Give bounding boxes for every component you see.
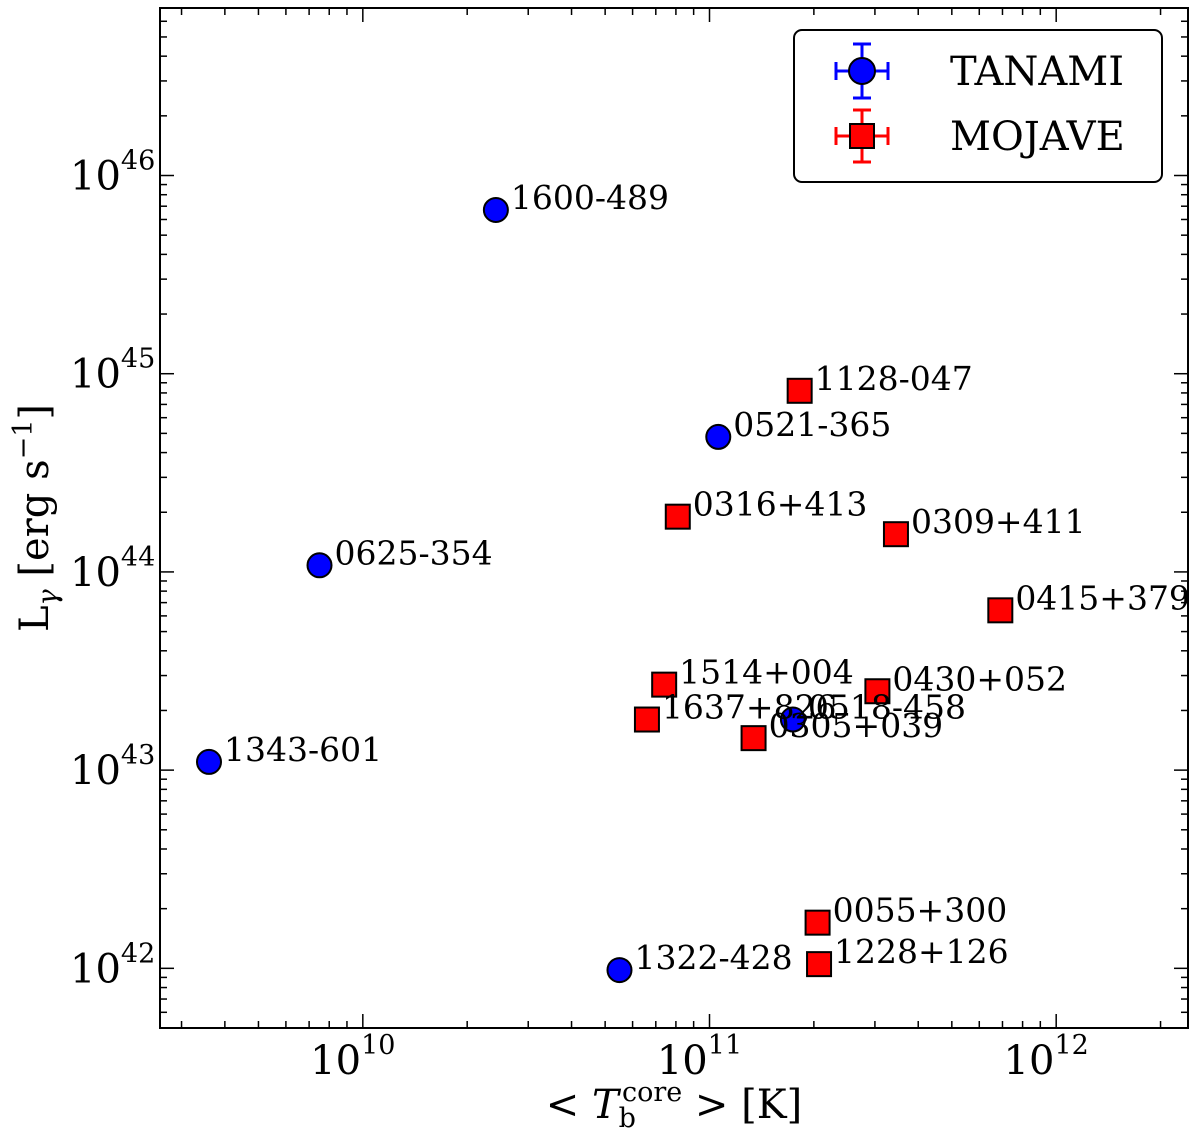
mojave-point-label: 1228+126: [834, 932, 1009, 971]
mojave-point-label: 1514+004: [679, 653, 854, 692]
y-tick-label: 1045: [70, 344, 155, 398]
mojave-point: [651, 671, 678, 698]
legend: TANAMI MOJAVE: [793, 29, 1163, 183]
x-axis-prefix: <: [546, 1082, 592, 1128]
tanami-point: [306, 552, 333, 579]
y-tick-label: 1042: [70, 938, 155, 992]
legend-box: [793, 29, 1163, 183]
tanami-point-label: 0521-365: [733, 405, 891, 444]
y-axis-unit-superscript: −1: [8, 420, 39, 460]
y-axis-label: Lγ [erg s−1]: [8, 404, 64, 632]
tanami-point-label: 0625-354: [335, 533, 493, 572]
y-tick-label: 1046: [70, 146, 155, 200]
x-axis-suffix: > [K]: [682, 1082, 802, 1128]
x-axis-label: < Tbcore > [K]: [546, 1077, 803, 1134]
mojave-point-label: 0316+413: [693, 485, 868, 524]
x-tick-label: 1011: [657, 1030, 742, 1084]
tanami-point-label: 1343-601: [224, 730, 382, 769]
y-axis-symbol: L: [12, 605, 58, 632]
mojave-point-label: 0309+411: [911, 502, 1086, 541]
tanami-point: [482, 196, 509, 223]
mojave-point: [806, 951, 833, 978]
legend-marker-tanami: [834, 42, 890, 100]
mojave-point: [987, 597, 1014, 624]
mojave-point: [864, 678, 891, 705]
mojave-point-label: 1128-047: [815, 359, 973, 398]
legend-label-tanami: TANAMI: [950, 49, 1124, 95]
mojave-point: [633, 706, 660, 733]
plot-frame: [159, 7, 1189, 1029]
mojave-point: [804, 909, 831, 936]
y-axis-unit-close: ]: [12, 404, 58, 420]
y-tick-label: 1044: [70, 542, 155, 596]
x-tick-label: 1012: [1004, 1030, 1089, 1084]
tanami-point: [606, 957, 633, 984]
mojave-point-label: 0430+052: [892, 659, 1067, 698]
tanami-point: [195, 748, 222, 775]
tanami-point: [779, 706, 806, 733]
x-tick-labels: 1010 1011 1012: [310, 1030, 1089, 1084]
y-tick-labels: 1042 1043 1044 1045 1046: [70, 146, 155, 993]
y-axis-subscript: γ: [33, 588, 64, 605]
x-tick-label: 1010: [310, 1030, 395, 1084]
mojave-point-label: 0415+379: [1015, 578, 1190, 617]
x-axis-subscript: b: [619, 1103, 636, 1134]
major-ticks: [160, 8, 1188, 1028]
y-tick-label: 1043: [70, 740, 155, 794]
mojave-point: [740, 725, 767, 752]
legend-marker-mojave: [834, 108, 890, 164]
mojave-point-label: 0055+300: [833, 891, 1008, 930]
tanami-point-label: 1600-489: [511, 178, 669, 217]
mojave-point: [882, 521, 909, 548]
minor-ticks: [160, 7, 1188, 1029]
tanami-point-label: 0518-458: [808, 688, 966, 727]
x-axis-superscript: core: [622, 1077, 682, 1108]
legend-label-mojave: MOJAVE: [950, 114, 1125, 160]
x-axis-symbol: T: [592, 1082, 622, 1128]
mojave-point-label: 0305+039: [769, 706, 944, 745]
tanami-point-label: 1322-428: [634, 938, 792, 977]
mojave-point: [664, 503, 691, 530]
y-axis-unit: [erg s: [12, 459, 58, 589]
data-points: [195, 196, 1014, 984]
point-labels: 1600-489 0521-365 0625-354 1343-601 0518-458…: [224, 178, 1190, 977]
mojave-point-label: 1637+826: [662, 688, 837, 727]
mojave-point: [786, 377, 813, 404]
tanami-point: [705, 423, 732, 450]
